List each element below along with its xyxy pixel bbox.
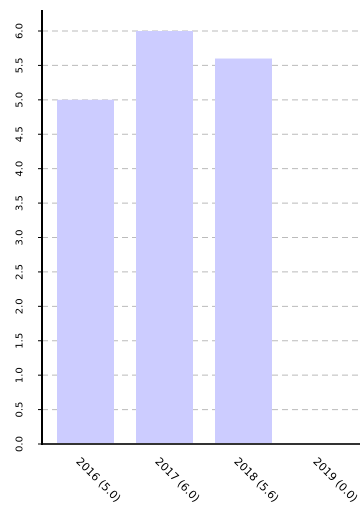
- y-tick-label: 4.0: [15, 161, 26, 177]
- x-category-label: 2018 (5.6): [231, 455, 281, 505]
- y-tick-label: 0.5: [15, 402, 26, 418]
- y-tick-label: 1.0: [15, 367, 26, 383]
- y-tick-label: 4.5: [15, 126, 26, 142]
- y-tick-label: 5.0: [15, 92, 26, 108]
- y-tick-label: 3.5: [15, 195, 26, 211]
- bars: [57, 31, 272, 445]
- y-tick-label: 5.5: [15, 57, 26, 73]
- x-category-label: 2019 (0.0): [310, 455, 360, 505]
- y-tick-label: 0.0: [15, 436, 26, 452]
- x-category-label: 2017 (6.0): [152, 455, 202, 505]
- y-tick-label: 2.5: [15, 264, 26, 280]
- bar: [136, 31, 193, 444]
- bar: [57, 99, 114, 444]
- y-tick-labels: 0.0 0.5 1.0 1.5 2.0 2.5 3.0 3.5 4.0 4.5 5.0 5.5 6.0: [15, 23, 26, 452]
- axes: [38, 10, 360, 445]
- y-tick-label: 2.0: [15, 298, 26, 314]
- bar: [215, 58, 272, 445]
- y-tick-label: 1.5: [15, 333, 26, 349]
- x-category-label: 2016 (5.0): [73, 455, 123, 505]
- y-tick-label: 6.0: [15, 23, 26, 39]
- y-tick-label: 3.0: [15, 230, 26, 246]
- x-category-labels: 2016 (5.0) 2017 (6.0) 2018 (5.6) 2019 (0.0): [73, 455, 360, 505]
